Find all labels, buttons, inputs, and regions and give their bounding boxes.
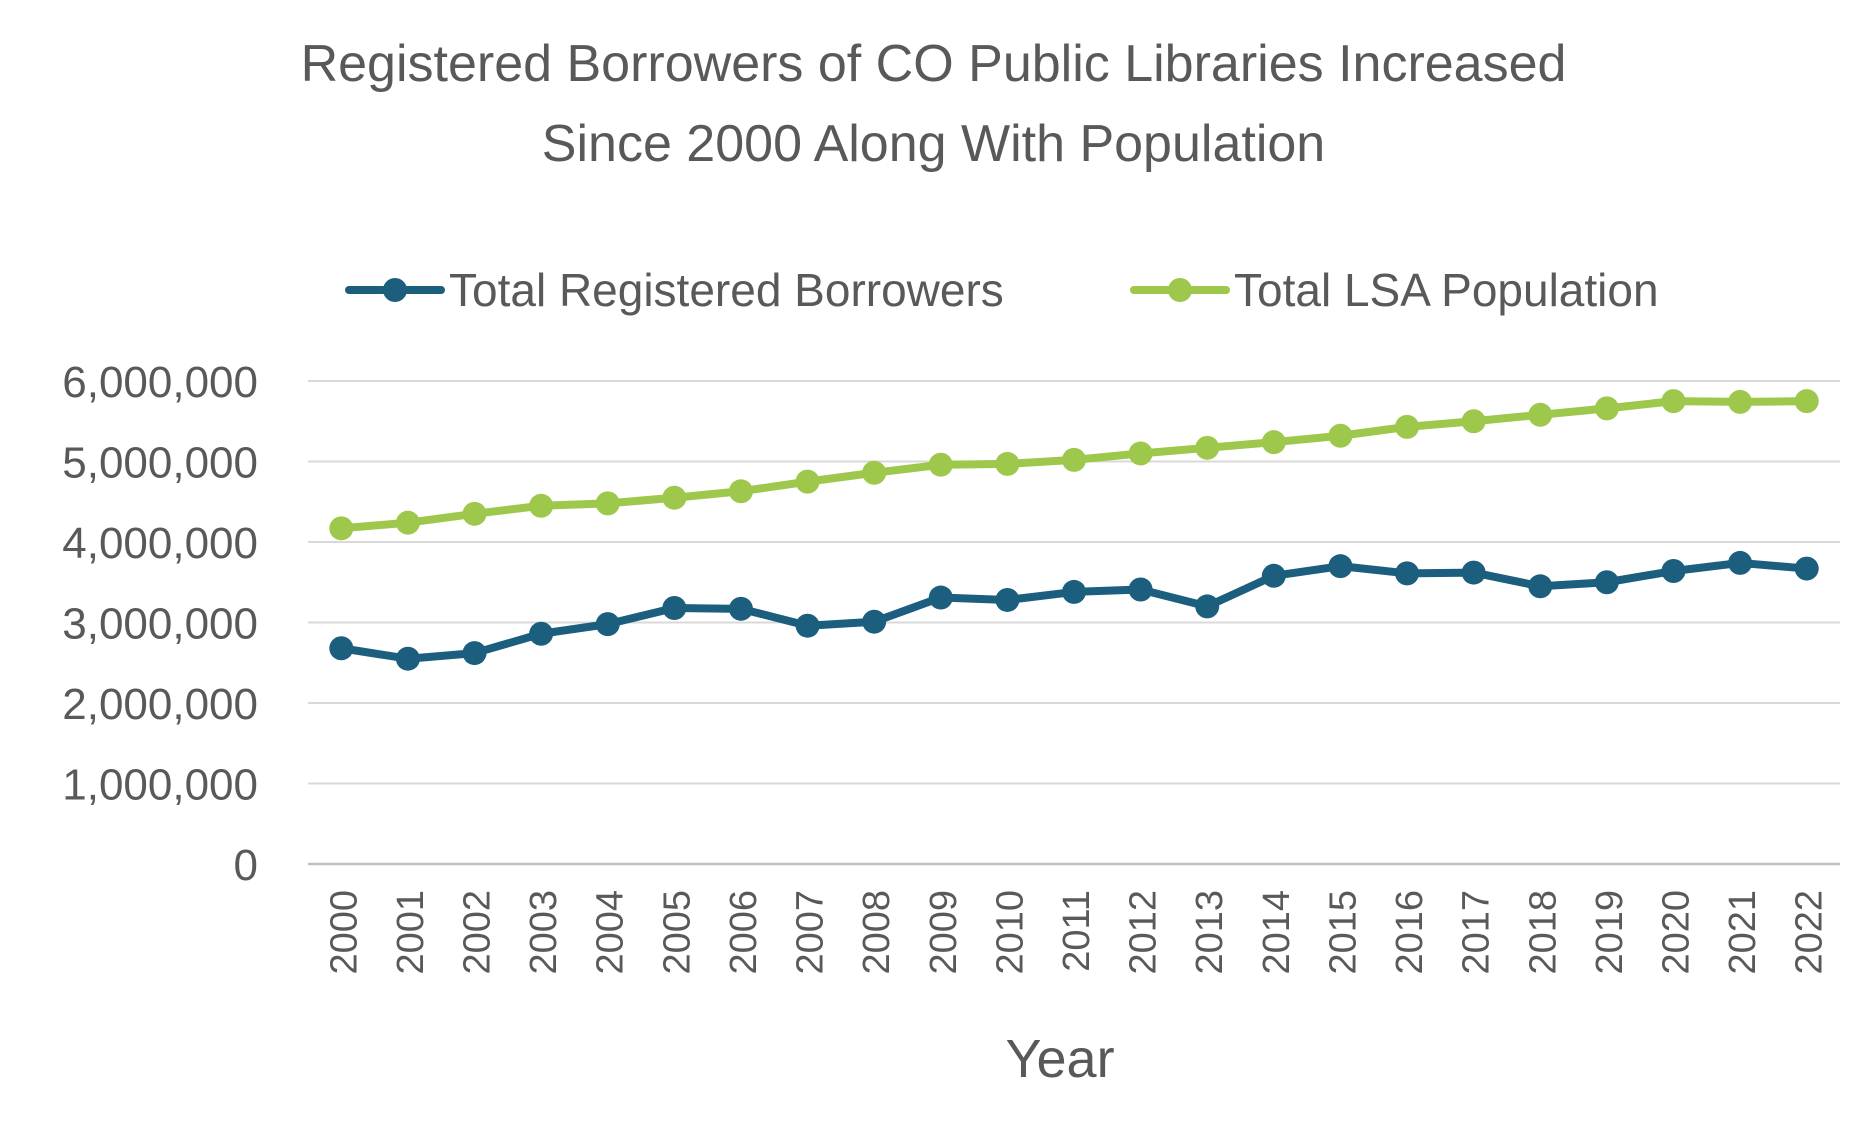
series-1-point bbox=[862, 460, 887, 485]
legend-swatch-marker bbox=[383, 278, 407, 302]
series-0-point bbox=[1062, 579, 1086, 604]
series-0-point bbox=[1794, 556, 1819, 581]
series-1-point bbox=[595, 491, 620, 516]
series-1-point bbox=[1528, 402, 1553, 427]
series-1-point bbox=[1395, 414, 1420, 439]
series-1-point bbox=[462, 501, 487, 526]
x-tick-label: 2011 bbox=[1056, 890, 1098, 972]
x-tick-label: 2001 bbox=[390, 890, 432, 975]
legend-swatch-borrowers bbox=[345, 255, 445, 325]
y-tick-label: 5,000,000 bbox=[62, 439, 258, 488]
x-tick-label: 2005 bbox=[656, 890, 698, 975]
series-1-point bbox=[329, 516, 354, 541]
series-0-point bbox=[1528, 574, 1553, 599]
legend-label-population: Total LSA Population bbox=[1234, 264, 1659, 316]
series-0-point bbox=[862, 609, 887, 634]
x-tick-label: 2002 bbox=[457, 890, 499, 975]
x-tick-label: 2022 bbox=[1789, 890, 1831, 975]
y-tick-label: 1,000,000 bbox=[62, 761, 258, 810]
series-1-point bbox=[529, 493, 554, 518]
series-0-point bbox=[1328, 554, 1353, 579]
series-0-point bbox=[1594, 570, 1619, 595]
x-tick-label: 2013 bbox=[1189, 890, 1231, 975]
y-tick-label: 3,000,000 bbox=[62, 600, 258, 649]
series-0-point bbox=[728, 596, 753, 621]
x-tick-label: 2021 bbox=[1722, 890, 1764, 975]
x-tick-label: 2018 bbox=[1522, 890, 1564, 975]
chart-title: Registered Borrowers of CO Public Librar… bbox=[300, 35, 1567, 173]
series-1-point bbox=[662, 485, 687, 510]
x-tick-label: 2006 bbox=[723, 890, 765, 975]
series-0-point bbox=[795, 613, 820, 638]
series-0-line bbox=[337, 558, 1811, 663]
series bbox=[329, 389, 1819, 671]
x-tick-label: 2003 bbox=[523, 890, 565, 975]
legend-item-borrowers: Total Registered Borrowers bbox=[345, 255, 1004, 325]
x-tick-label: 2015 bbox=[1322, 890, 1364, 975]
series-1-point bbox=[395, 510, 420, 535]
series-1-point bbox=[1195, 435, 1220, 460]
series-0-point bbox=[1461, 560, 1486, 585]
x-tick-label: 2016 bbox=[1389, 890, 1431, 975]
series-0-point bbox=[1261, 563, 1286, 588]
series-0-point bbox=[395, 646, 420, 671]
series-0-point bbox=[595, 612, 620, 637]
series-1-point bbox=[795, 469, 820, 494]
series-0-point bbox=[1195, 594, 1220, 619]
series-1-point bbox=[1728, 389, 1753, 414]
x-tick-label: 2019 bbox=[1589, 890, 1631, 975]
legend-swatch-marker bbox=[1168, 278, 1192, 302]
x-tick-label: 2014 bbox=[1256, 890, 1298, 975]
y-tick-label: 2,000,000 bbox=[62, 680, 258, 729]
series-1-point bbox=[1261, 430, 1286, 455]
series-1-point bbox=[1128, 441, 1153, 466]
series-0-point bbox=[662, 596, 687, 621]
legend-item-population: Total LSA Population bbox=[1130, 255, 1659, 325]
series-0-point bbox=[1395, 561, 1420, 586]
y-tick-label: 0 bbox=[234, 841, 258, 890]
series-0-point bbox=[1128, 577, 1153, 602]
series-0-point bbox=[329, 636, 354, 661]
x-tick-label: 2010 bbox=[989, 890, 1031, 975]
x-tick-label: 2012 bbox=[1123, 890, 1165, 975]
y-tick-label: 6,000,000 bbox=[62, 358, 258, 407]
x-tick-label: 2017 bbox=[1456, 890, 1498, 975]
x-tick-label: 2004 bbox=[590, 890, 632, 975]
axes: 0 1,000,000 2,000,000 3,000,000 4,000,000 5,0… bbox=[62, 358, 1830, 975]
series-1-point bbox=[1794, 389, 1819, 414]
x-tick-label: 2000 bbox=[323, 890, 365, 975]
series-1-point bbox=[1594, 396, 1619, 421]
series-1-point bbox=[1661, 389, 1686, 414]
series-0-point bbox=[1661, 558, 1686, 583]
x-tick-label: 2009 bbox=[923, 890, 965, 975]
series-1-point bbox=[928, 452, 953, 477]
series-0-point bbox=[529, 621, 554, 646]
x-tick-label: 2008 bbox=[856, 890, 898, 975]
series-1-point bbox=[1062, 447, 1086, 472]
series-1-point bbox=[728, 479, 753, 504]
chart-legend: Total Registered Borrowers Total LSA Pop… bbox=[0, 255, 1867, 325]
series-0-point bbox=[995, 587, 1020, 612]
series-1-point bbox=[995, 451, 1020, 476]
x-axis-title: Year bbox=[1005, 1029, 1115, 1089]
x-tick-label: 2007 bbox=[790, 890, 832, 975]
series-0-point bbox=[928, 585, 953, 610]
series-1-point bbox=[1461, 409, 1486, 434]
series-0-point bbox=[1728, 550, 1753, 575]
y-tick-label: 4,000,000 bbox=[62, 519, 258, 568]
x-tick-label: 2020 bbox=[1655, 890, 1697, 975]
legend-swatch-population bbox=[1130, 255, 1230, 325]
series-0-point bbox=[462, 641, 487, 666]
series-1-point bbox=[1328, 423, 1353, 448]
legend-label-borrowers: Total Registered Borrowers bbox=[449, 264, 1004, 316]
